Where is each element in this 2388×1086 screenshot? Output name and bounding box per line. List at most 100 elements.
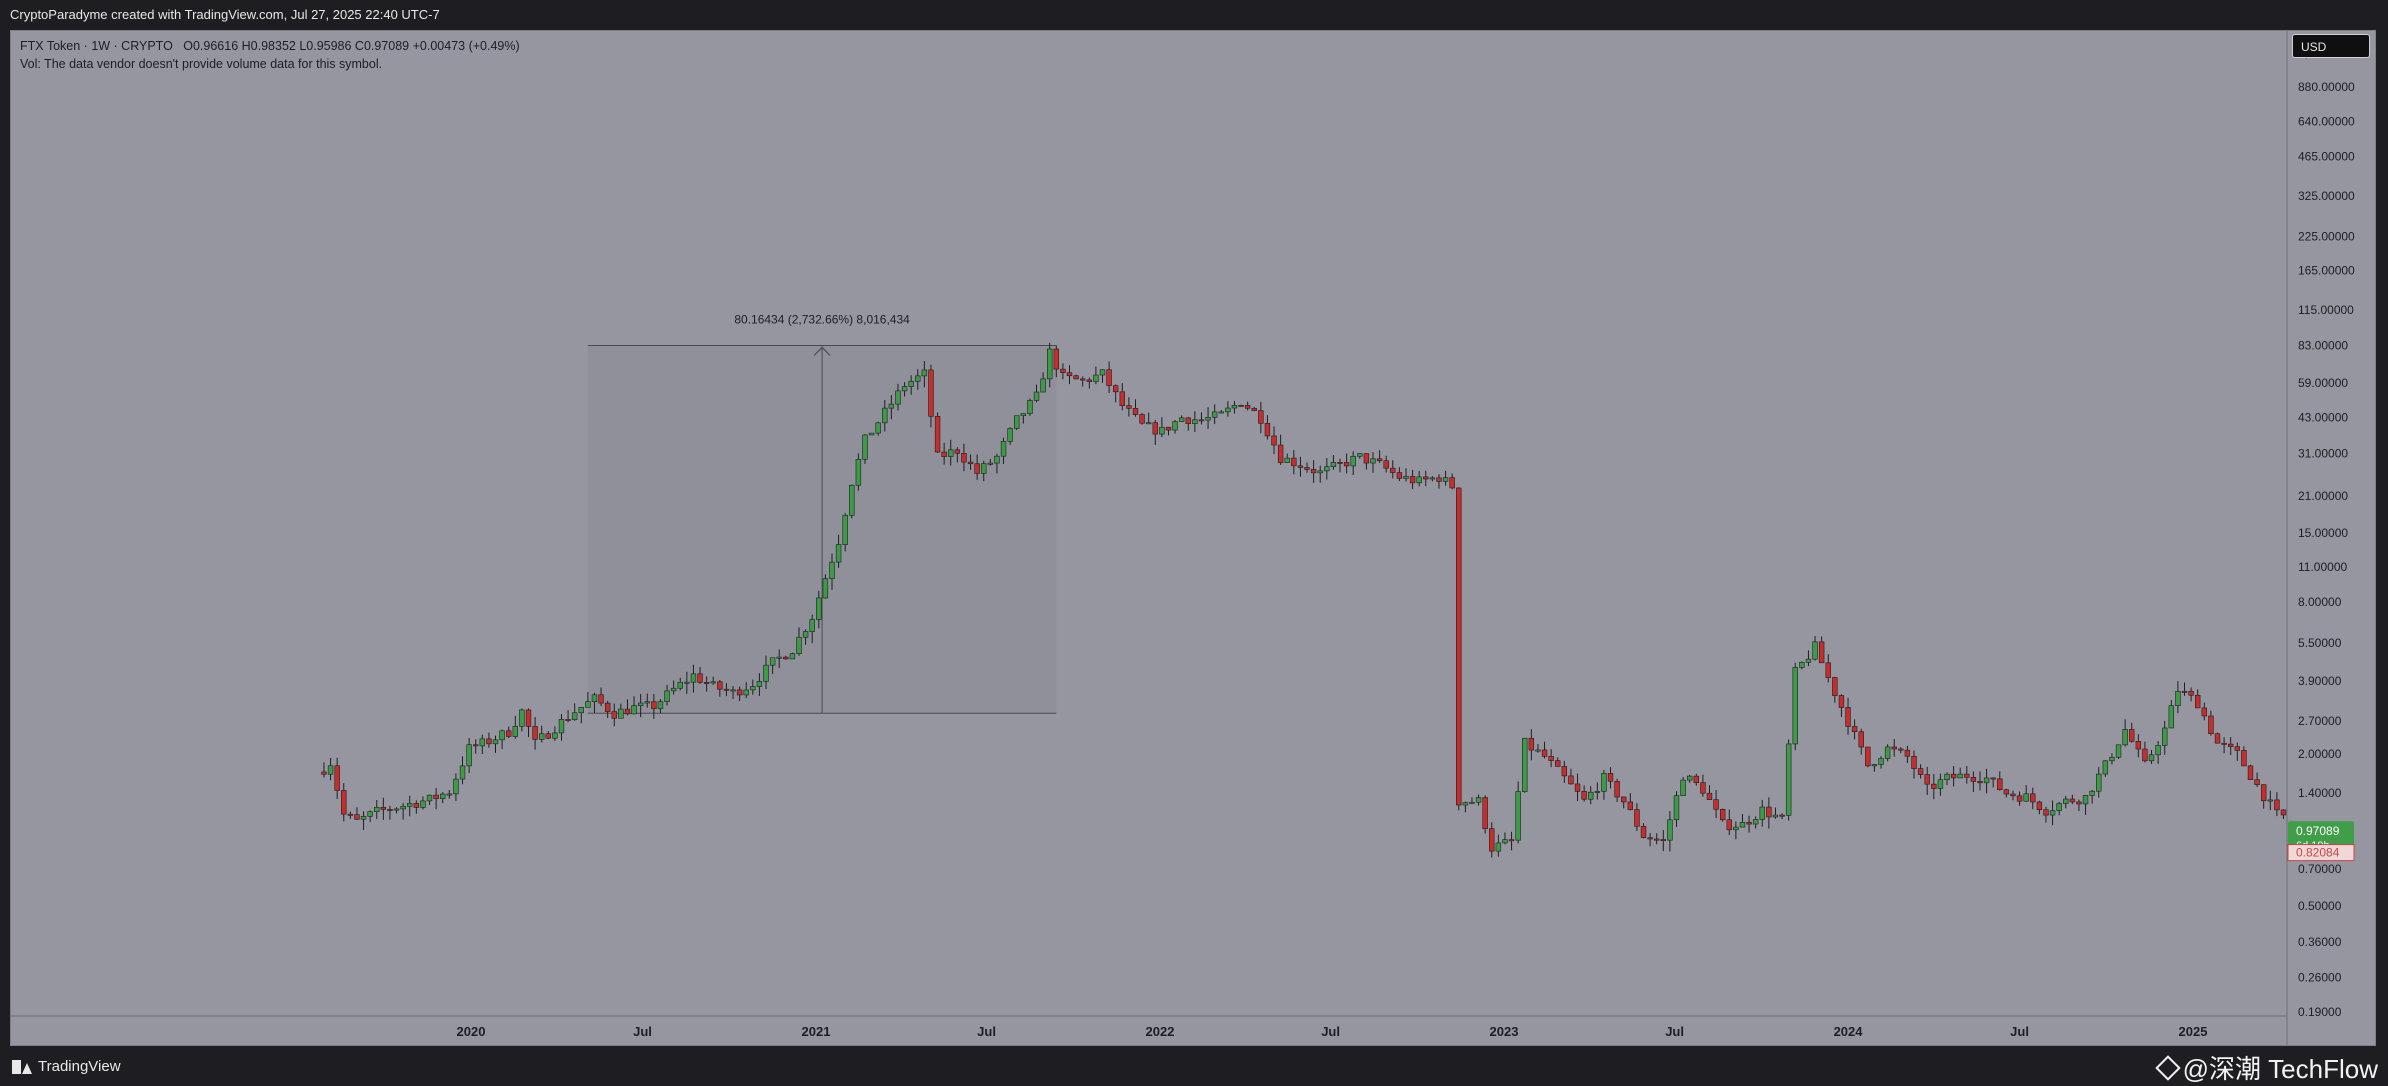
price-tick-label: 880.00000 (2298, 80, 2355, 94)
candle-up (2049, 810, 2056, 816)
candle-down (1343, 462, 1350, 467)
candle-down (703, 682, 710, 684)
candle-up (2115, 744, 2122, 758)
candle-down (1891, 746, 1897, 750)
candle-up (1145, 422, 1152, 425)
candle-up (453, 778, 459, 795)
candle-up (1429, 477, 1436, 480)
candle-up (855, 459, 862, 486)
candle-up (882, 407, 888, 424)
candle-down (1508, 839, 1515, 842)
candle-up (2096, 773, 2102, 792)
measure-arrow-head (813, 346, 831, 356)
candle-down (2247, 765, 2254, 780)
candle-up (1231, 405, 1238, 409)
candle-up (895, 390, 901, 405)
candle-up (585, 701, 591, 708)
candle-up (1007, 428, 1013, 442)
candle-up (750, 686, 756, 691)
candle-up (637, 702, 644, 706)
candle-up (2109, 756, 2115, 762)
candle-down (2016, 795, 2023, 802)
price-tick-label: 0.50000 (2298, 899, 2342, 913)
symbol-name: FTX Token · 1W · CRYPTO (20, 39, 173, 53)
candle-down (1528, 737, 1535, 751)
time-tick-label: 2022 (1146, 1024, 1175, 1039)
candle-down (1818, 641, 1825, 664)
candle-down (1112, 385, 1119, 393)
candle-up (1211, 411, 1218, 418)
candle-down (1832, 677, 1838, 696)
candle-up (1225, 407, 1231, 413)
candle-up (769, 657, 776, 666)
candle-down (1396, 472, 1403, 479)
candle-down (1409, 476, 1416, 484)
candle-down (380, 806, 387, 810)
tradingview-logo-icon (12, 1059, 32, 1074)
candle-down (1574, 783, 1581, 792)
candle-up (2056, 803, 2062, 811)
candle-down (2030, 793, 2036, 803)
candle-up (420, 800, 426, 808)
candle-down (1198, 419, 1205, 422)
chart-frame[interactable] (10, 30, 2376, 1046)
candle-down (2234, 746, 2240, 751)
candle-up (1588, 791, 1594, 800)
candle-up (776, 656, 782, 659)
candle-up (802, 631, 809, 638)
candle-up (875, 422, 881, 434)
candle-up (1020, 413, 1027, 417)
candle-down (2188, 690, 2194, 696)
candle-down (1376, 458, 1383, 462)
candle-up (1350, 455, 1356, 467)
candle-down (1970, 777, 1977, 782)
time-tick-label: 2025 (2179, 1024, 2208, 1039)
candle-down (1627, 801, 1634, 810)
candle-down (2036, 801, 2043, 811)
top-bar: CryptoParadyme created with TradingView.… (0, 0, 2388, 30)
candle-down (486, 738, 492, 745)
candle-down (1898, 748, 1904, 751)
candle-down (2129, 729, 2135, 742)
candle-down (1845, 707, 1851, 727)
candle-down (1647, 837, 1653, 840)
candle-down (954, 449, 961, 454)
candle-up (1601, 773, 1607, 792)
candle-up (360, 815, 367, 820)
candle-up (2168, 705, 2175, 729)
candle-down (934, 415, 941, 453)
candle-down (961, 453, 967, 463)
candle-down (1950, 773, 1957, 779)
candle-up (1673, 795, 1680, 821)
candle-up (1871, 764, 1878, 767)
candle-down (941, 451, 947, 457)
candle-down (1561, 766, 1568, 777)
candle-up (1192, 419, 1198, 424)
candle-down (1310, 469, 1317, 474)
tradingview-logo[interactable]: TradingView (12, 1058, 121, 1075)
candle-up (868, 432, 875, 436)
candle-down (341, 790, 347, 815)
candle-up (1878, 758, 1884, 765)
candle-up (1093, 374, 1099, 382)
candle-down (1917, 768, 1924, 775)
candle-up (948, 449, 954, 457)
candle-up (2162, 727, 2168, 746)
price-tick-label: 43.00000 (2298, 411, 2348, 425)
time-tick-label: Jul (2010, 1024, 2029, 1039)
candle-down (1700, 782, 1706, 794)
candle-up (796, 636, 802, 654)
candle-down (2195, 694, 2201, 709)
second-price-label: 0.82084 (2296, 846, 2340, 860)
candle-down (598, 694, 604, 704)
currency-button[interactable]: USD (2292, 34, 2370, 58)
candle-down (1456, 487, 1462, 806)
candle-up (1805, 658, 1812, 663)
candle-up (512, 725, 518, 737)
price-tick-label: 31.00000 (2298, 447, 2348, 461)
price-tick-label: 59.00000 (2298, 376, 2348, 390)
candle-up (1416, 476, 1422, 484)
bottom-bar: TradingView @深潮 TechFlow (0, 1046, 2388, 1086)
candle-down (1719, 809, 1726, 821)
